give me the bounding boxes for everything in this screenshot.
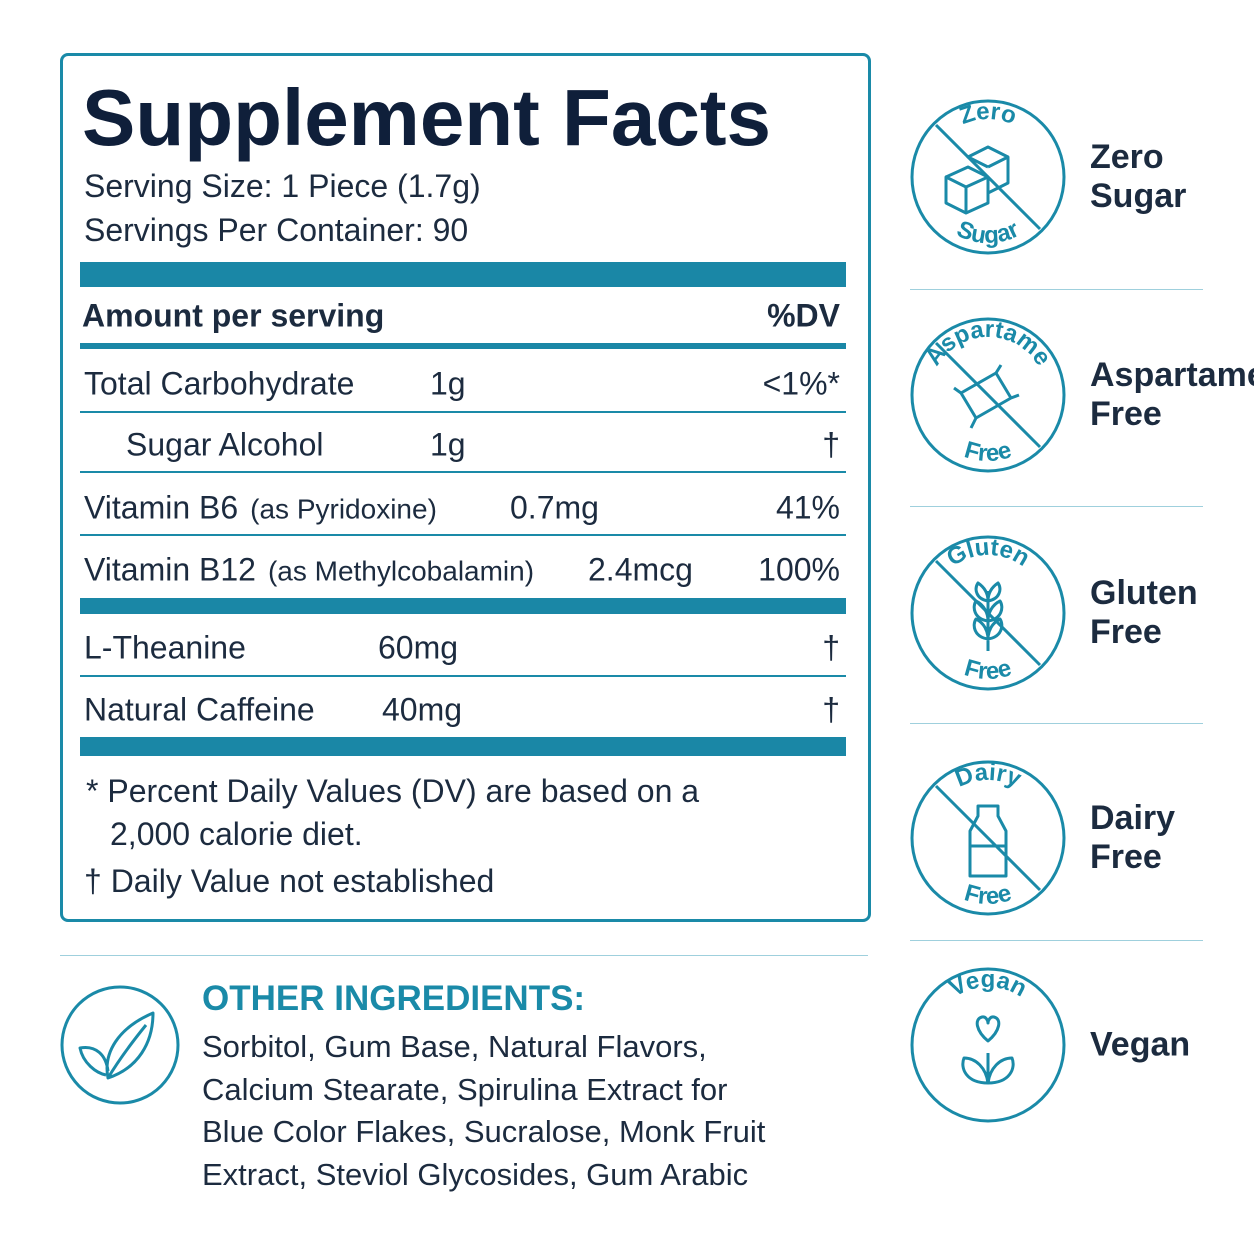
badge-icon: Aspartame Free [910,316,1066,473]
symbol-path [968,804,1008,878]
text-arc [930,780,1046,838]
badge-icon-bottom: Free [962,879,1015,910]
symbol-path [953,364,1020,429]
row-line [80,675,846,677]
symbol [944,145,1010,215]
ingredients-text: Sorbitol, Gum Base, Natural Flavors, Cal… [202,1029,766,1192]
nutrient-name: Vitamin B6 (as Pyridoxine) [84,489,437,526]
footnote: * Percent Daily Values (DV) are based on… [86,773,700,852]
symbol [972,581,1004,651]
divider [80,343,846,349]
nutrient-name: L-Theanine [84,629,246,666]
badge-icon-text: Aspartame [920,316,1057,371]
badge-icon-text: Gluten [942,534,1034,572]
badge-icon-top: Dairy [951,759,1025,793]
badge-icon: Vegan [910,966,1066,1123]
symbol-path [944,145,1010,215]
badge-icon-text: Sugar [953,215,1023,249]
separator [60,955,868,956]
ingredients-title: OTHER INGREDIENTS: [202,979,586,1018]
badge-icon: Zero Sugar [910,98,1066,255]
badge-ring [910,317,1066,473]
nutrient-dv: † [822,426,840,463]
badge-icon-text: Vegan [945,966,1031,1002]
badge-icon-bottom: Sugar [953,215,1023,249]
servings-per-container: Servings Per Container: 90 [84,212,469,248]
nutrient-amount: 2.4mcg [588,551,693,588]
badge-icon-top: Aspartame [920,316,1057,371]
nutrient-amount: 1g [430,365,466,402]
badge-icon-bottom: Free [962,436,1015,467]
badge-label: Aspartame Free [1090,356,1254,433]
nutrient-name: Natural Caffeine [84,691,315,728]
nutrient-dv: 100% [758,551,840,588]
slash [934,341,1042,449]
slash [934,559,1042,667]
text-arc [930,987,1046,1045]
badge-ring [910,967,1066,1123]
facts-title: Supplement Facts [82,73,772,162]
divider [80,737,846,756]
symbol-path [961,1015,1015,1085]
symbol [961,1015,1015,1085]
symbol [953,364,1020,429]
badge-label: Vegan [1090,1025,1191,1064]
row-line [80,471,846,473]
badge-ring [910,535,1066,691]
nutrient-dv: † [822,629,840,666]
separator [910,506,1203,507]
badge-ring [910,760,1066,916]
header-dv: %DV [767,297,840,334]
nutrient-note: (as Pyridoxine) [250,493,437,525]
separator [910,723,1203,724]
badge-label: Gluten Free [1090,574,1198,651]
badge-icon-text: Free [962,654,1015,685]
badge-icon-top: Zero [956,98,1020,130]
nutrient-dv: 41% [775,489,840,526]
slash [934,784,1042,892]
badge-icon-text: Free [962,879,1015,910]
nutrient-name: Sugar Alcohol [126,426,324,463]
nutrient-name: Total Carbohydrate [84,365,355,402]
nutrient-name: Vitamin B12 (as Methylcobalamin) [84,551,535,588]
separator [910,940,1203,941]
nutrient-dv: <1%* [762,365,840,402]
symbol [968,804,1008,878]
row-line [80,411,846,413]
badge-ring [910,99,1066,255]
badge-icon-top: Gluten [942,534,1034,572]
symbol-path [972,581,1004,651]
badge-icon-text: Zero [956,98,1020,130]
nutrient-amount: 60mg [378,629,459,666]
separator [910,289,1203,290]
row-line [80,534,846,536]
badge-icon: Dairy Free [910,759,1066,916]
header-amount: Amount per serving [82,297,385,334]
badge-icon: Gluten Free [910,534,1066,691]
facts-panel [60,53,871,922]
divider [80,598,846,614]
badge-icon-bottom: Free [962,654,1015,685]
nutrient-dv: † [822,691,840,728]
nutrient-amount: 1g [430,426,466,463]
nutrient-amount: 40mg [382,691,463,728]
serving-size: Serving Size: 1 Piece (1.7g) [84,168,481,204]
leaf-icon [60,985,180,1105]
badge-icon-text: Dairy [951,759,1025,793]
divider [80,262,846,287]
slash [934,123,1042,231]
badge-label: Zero Sugar [1090,138,1187,215]
nutrient-amount: 0.7mg [510,489,599,526]
badge-label: Dairy Free [1090,799,1176,876]
footnote: † Daily Value not established [84,863,495,899]
nutrient-note: (as Methylcobalamin) [267,555,535,587]
badge-icon-text: Free [962,436,1015,467]
badge-icon-top: Vegan [945,966,1031,1002]
